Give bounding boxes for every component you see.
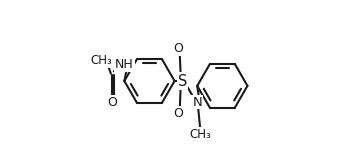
Text: CH₃: CH₃ bbox=[190, 128, 211, 141]
Text: O: O bbox=[173, 42, 183, 55]
Text: O: O bbox=[173, 107, 183, 120]
Text: NH: NH bbox=[115, 58, 134, 71]
Text: O: O bbox=[107, 96, 117, 109]
Text: CH₃: CH₃ bbox=[91, 54, 112, 67]
Text: N: N bbox=[192, 96, 202, 109]
Text: S: S bbox=[178, 74, 187, 88]
